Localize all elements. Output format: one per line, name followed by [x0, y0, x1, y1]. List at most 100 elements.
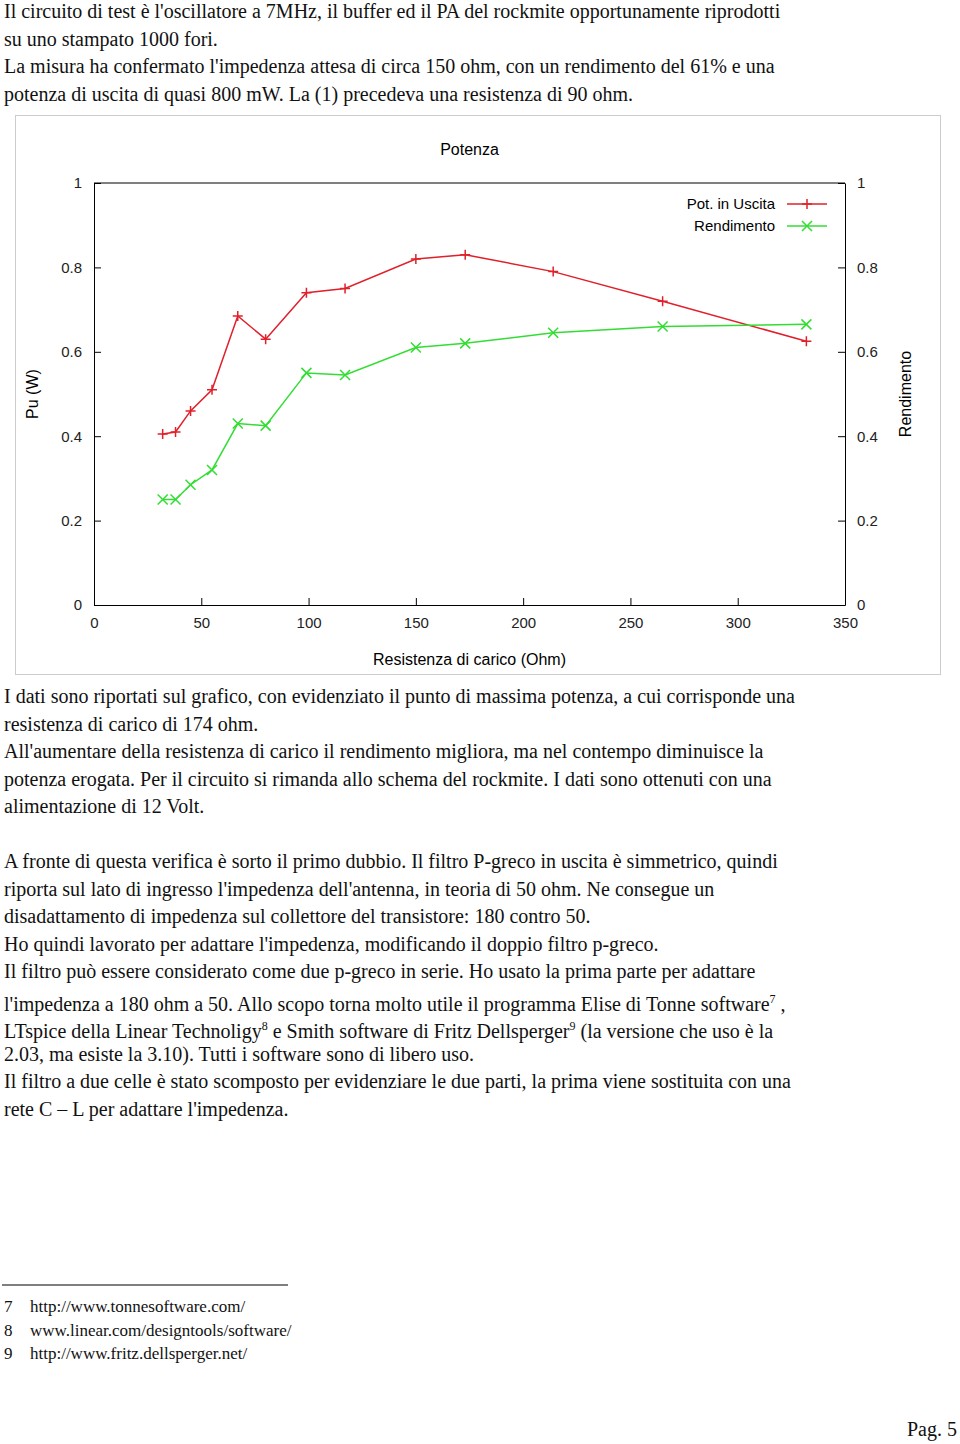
text-line: resistenza di carico di 174 ohm.: [4, 711, 258, 739]
footnote-text: http://www.fritz.dellsperger.net/: [30, 1344, 247, 1364]
text-line: I dati sono riportati sul grafico, con e…: [4, 683, 795, 711]
tick-label: 0.4: [857, 428, 878, 445]
tick: 0: [838, 596, 865, 613]
tick-mark: [94, 605, 101, 606]
tick-mark: [94, 267, 101, 268]
tick: 100: [297, 598, 322, 631]
y-axis: 0 0.2 0.4 0.6 0.8 1: [61, 174, 101, 613]
text-line: disadattamento di impedenza sul colletto…: [4, 903, 591, 931]
text-line: rete C – L per adattare l'impedenza.: [4, 1096, 288, 1124]
tick-mark: [94, 352, 101, 353]
tick-mark: [838, 267, 845, 268]
plot-frame: [94, 183, 845, 184]
tick: 250: [618, 598, 643, 631]
data-point: [261, 421, 271, 431]
text-span: e Smith software di Fritz Dellsperger: [268, 1020, 570, 1042]
tick-mark: [838, 521, 845, 522]
tick: 0: [74, 596, 101, 613]
text-line: LTspice della Linear Technoligy8 e Smith…: [4, 1013, 773, 1045]
tick-mark: [523, 598, 524, 605]
tick-label: 0.2: [61, 512, 82, 529]
tick: 0.2: [61, 512, 101, 529]
footnote-rule: [0, 1283, 300, 1287]
tick-label: 350: [833, 614, 858, 631]
tick-mark: [738, 598, 739, 605]
data-point: [158, 495, 168, 505]
chart: 05010015020025030035000.20.40.60.8100.20…: [15, 115, 941, 675]
tick-label: 0: [857, 596, 865, 613]
data-point: [658, 296, 668, 306]
data-point: [411, 343, 421, 353]
data-point: [158, 429, 168, 439]
data-point: [186, 406, 196, 416]
legend-label: Pot. in Uscita: [687, 195, 776, 212]
text-line: Il circuito di test è l'oscillatore a 7M…: [4, 0, 780, 26]
tick: 0.8: [61, 259, 101, 276]
axis-line: [845, 184, 846, 606]
footnote-number: 9: [4, 1344, 13, 1364]
tick: 50: [193, 598, 210, 631]
data-point: [411, 254, 421, 264]
text-line: alimentazione di 12 Volt.: [4, 793, 204, 821]
page: Il circuito di test è l'oscillatore a 7M…: [0, 0, 960, 1444]
footnote-number: 8: [4, 1321, 13, 1341]
text-span: (la versione che uso è la: [575, 1020, 773, 1042]
data-point: [340, 370, 350, 380]
tick-label: 0: [90, 614, 98, 631]
tick-mark: [94, 436, 101, 437]
data-point: [801, 319, 811, 329]
footnote-text: http://www.tonnesoftware.com/: [30, 1297, 245, 1317]
text-line: riporta sul lato di ingresso l'impedenza…: [4, 876, 714, 904]
chart-title: Potenza: [440, 141, 499, 158]
tick-label: 0.6: [857, 343, 878, 360]
y-axis-title: Pu (W): [24, 369, 41, 419]
data-point: [340, 284, 350, 294]
axis-line: [95, 605, 846, 606]
data-point: [548, 328, 558, 338]
data-point: [301, 368, 311, 378]
tick: 0.2: [838, 512, 878, 529]
series-line: [163, 255, 807, 434]
tick-label: 1: [74, 174, 82, 191]
footnote-ref: 9: [569, 1019, 575, 1033]
tick: 0.6: [838, 343, 878, 360]
text-span: l'impedenza a 180 ohm a 50. Allo scopo t…: [4, 992, 770, 1014]
tick-label: 0: [74, 596, 82, 613]
tick-mark: [309, 598, 310, 605]
tick: 0.8: [838, 259, 878, 276]
y2-axis-title: Rendimento: [897, 351, 914, 437]
tick: 0.4: [61, 428, 101, 445]
data-point: [207, 385, 217, 395]
text-line: potenza erogata. Per il circuito si rima…: [4, 766, 772, 794]
legend-label: Rendimento: [694, 217, 775, 234]
data-point: [233, 311, 243, 321]
x-axis-title: Resistenza di carico (Ohm): [373, 651, 566, 668]
text-line: 2.03, ma esiste la 3.10). Tutti i softwa…: [4, 1041, 474, 1069]
y2-axis: 0 0.2 0.4 0.6 0.8 1: [838, 174, 878, 613]
tick: 0.6: [61, 343, 101, 360]
data-point: [548, 267, 558, 277]
tick-label: 100: [297, 614, 322, 631]
tick-label: 1: [857, 174, 865, 191]
data-point: [460, 250, 470, 260]
text-span: LTspice della Linear Technoligy: [4, 1020, 262, 1042]
data-point: [301, 288, 311, 298]
tick-label: 150: [404, 614, 429, 631]
footnote-ref: 8: [262, 1019, 268, 1033]
text-line: su uno stampato 1000 fori.: [4, 26, 218, 54]
tick-mark: [838, 352, 845, 353]
tick-label: 0.6: [61, 343, 82, 360]
tick-mark: [838, 436, 845, 437]
tick-label: 300: [726, 614, 751, 631]
data-point: [171, 495, 181, 505]
text-line: l'impedenza a 180 ohm a 50. Allo scopo t…: [4, 986, 786, 1018]
rule-line: [2, 1284, 288, 1285]
text-line: Il filtro può essere considerato come du…: [4, 958, 755, 986]
text-line: Ho quindi lavorato per adattare l'impede…: [4, 931, 659, 959]
tick-label: 0.8: [61, 259, 82, 276]
legend-marker: [802, 199, 812, 209]
text-line: Il filtro a due celle è stato scomposto …: [4, 1068, 791, 1096]
tick-mark: [201, 598, 202, 605]
tick-label: 200: [511, 614, 536, 631]
footnote-number: 7: [4, 1297, 13, 1317]
